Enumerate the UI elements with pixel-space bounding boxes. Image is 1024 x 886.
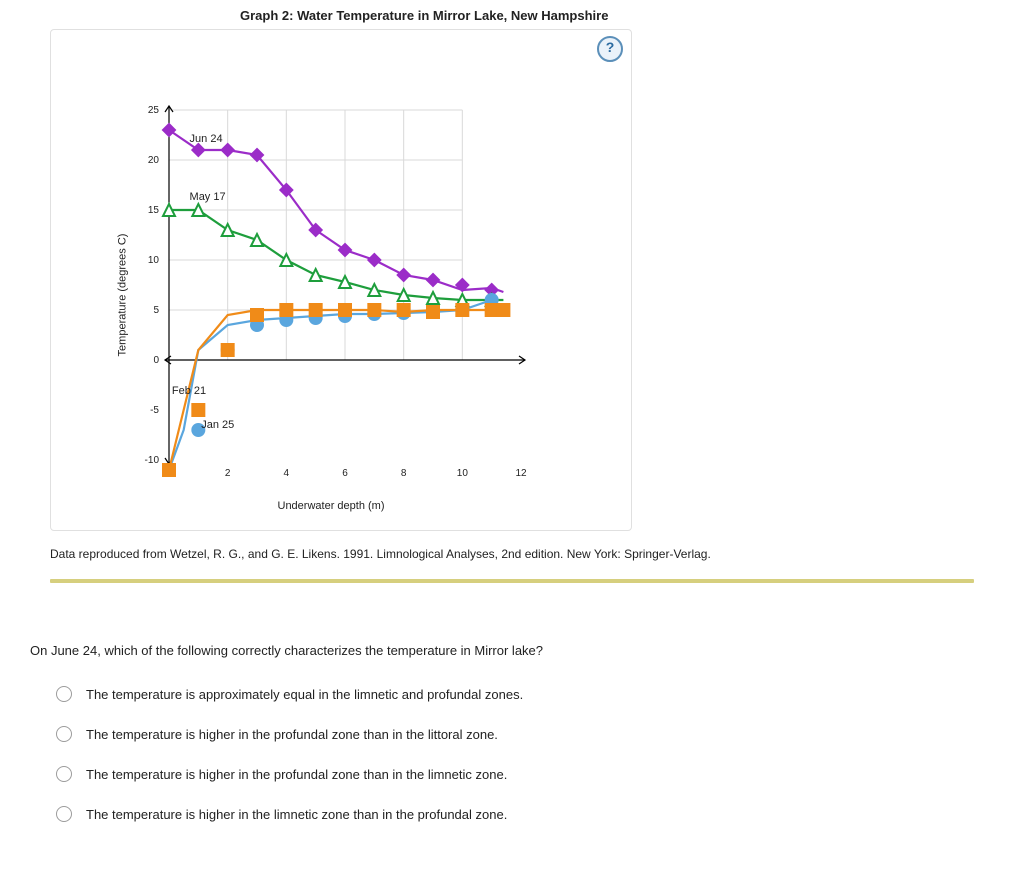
radio-icon[interactable]	[56, 686, 72, 702]
svg-text:15: 15	[148, 205, 160, 216]
svg-text:20: 20	[148, 155, 160, 166]
answer-option-label: The temperature is approximately equal i…	[86, 687, 523, 702]
page: Graph 2: Water Temperature in Mirror Lak…	[0, 8, 1024, 886]
radio-icon[interactable]	[56, 726, 72, 742]
answer-option-label: The temperature is higher in the profund…	[86, 767, 507, 782]
answer-option-3[interactable]: The temperature is higher in the limneti…	[56, 806, 1024, 822]
radio-icon[interactable]	[56, 766, 72, 782]
svg-text:-5: -5	[150, 405, 159, 416]
svg-text:Feb 21: Feb 21	[172, 385, 206, 397]
answer-option-label: The temperature is higher in the limneti…	[86, 807, 507, 822]
radio-icon[interactable]	[56, 806, 72, 822]
svg-text:12: 12	[515, 468, 527, 479]
svg-text:5: 5	[153, 305, 159, 316]
svg-text:6: 6	[342, 468, 348, 479]
answer-option-2[interactable]: The temperature is higher in the profund…	[56, 766, 1024, 782]
citation-text: Data reproduced from Wetzel, R. G., and …	[50, 547, 1024, 561]
svg-text:25: 25	[148, 105, 160, 116]
svg-text:4: 4	[284, 468, 290, 479]
answer-option-label: The temperature is higher in the profund…	[86, 727, 498, 742]
svg-text:-10: -10	[145, 455, 160, 466]
svg-text:10: 10	[457, 468, 469, 479]
chart-container: ? Temperature (degrees C) -10-5051015202…	[50, 29, 632, 531]
answer-option-1[interactable]: The temperature is higher in the profund…	[56, 726, 1024, 742]
svg-text:8: 8	[401, 468, 407, 479]
x-axis-label: Underwater depth (m)	[111, 500, 551, 512]
question-text: On June 24, which of the following corre…	[30, 643, 1024, 658]
y-axis-label: Temperature (degrees C)	[116, 234, 128, 357]
answer-options: The temperature is approximately equal i…	[56, 686, 1024, 822]
chart-plot: Temperature (degrees C) -10-505101520250…	[111, 100, 551, 490]
svg-text:Jun 24: Jun 24	[190, 133, 223, 145]
svg-text:May 17: May 17	[190, 191, 226, 203]
svg-text:0: 0	[153, 355, 159, 366]
svg-text:10: 10	[148, 255, 160, 266]
help-icon[interactable]: ?	[597, 36, 623, 62]
answer-option-0[interactable]: The temperature is approximately equal i…	[56, 686, 1024, 702]
svg-text:Jan 25: Jan 25	[201, 419, 234, 431]
section-divider	[50, 579, 974, 583]
chart-title: Graph 2: Water Temperature in Mirror Lak…	[240, 8, 1024, 23]
svg-text:2: 2	[225, 468, 231, 479]
chart-svg: -10-50510152025024681012Jun 24May 17Jan …	[111, 100, 551, 490]
